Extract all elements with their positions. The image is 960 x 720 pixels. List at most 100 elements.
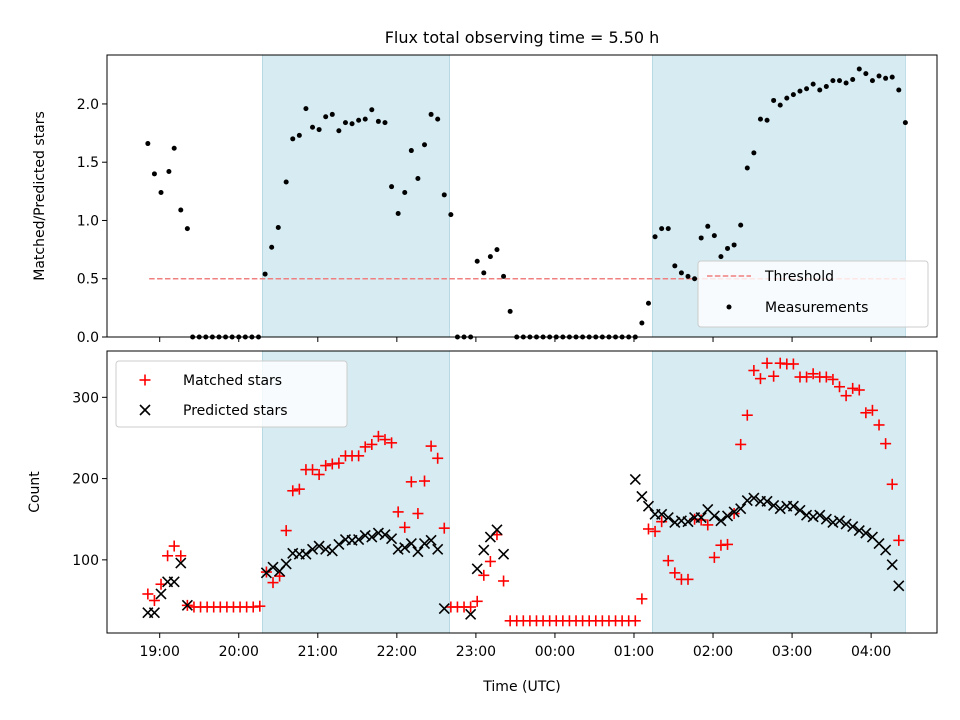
predicted-point bbox=[392, 543, 404, 555]
x-tick-label: 03:00 bbox=[772, 644, 812, 660]
top-axes-frame bbox=[106, 54, 938, 338]
measurement-point bbox=[356, 117, 362, 123]
matched-point bbox=[148, 594, 160, 606]
chart-title: Flux total observing time = 5.50 h bbox=[385, 28, 660, 47]
predicted-point bbox=[708, 510, 720, 522]
y-tick-label: 0.0 bbox=[77, 330, 99, 346]
x-stroke bbox=[715, 515, 727, 527]
measurement-point bbox=[804, 86, 810, 92]
matched-point bbox=[662, 555, 674, 567]
matched-point bbox=[175, 550, 187, 562]
y-tick-label: 0.5 bbox=[77, 272, 99, 288]
measurement-point bbox=[843, 80, 849, 86]
measurement-point bbox=[863, 71, 869, 77]
predicted-point bbox=[880, 544, 892, 556]
measurement-point bbox=[145, 141, 151, 147]
matched-point bbox=[827, 373, 839, 385]
shaded-region bbox=[262, 54, 450, 338]
x-stroke bbox=[860, 527, 872, 539]
bottom-legend-box bbox=[115, 360, 348, 428]
measurement-point bbox=[507, 308, 513, 314]
matched-point bbox=[405, 476, 417, 488]
measurement-point bbox=[902, 120, 908, 126]
matched-point bbox=[484, 555, 496, 567]
shaded-region bbox=[652, 350, 906, 634]
measurement-point bbox=[303, 106, 309, 112]
measurement-point bbox=[158, 190, 164, 196]
measurement-point bbox=[692, 276, 698, 282]
matched-point bbox=[893, 534, 905, 546]
x-stroke bbox=[787, 500, 799, 512]
x-stroke bbox=[139, 404, 151, 416]
legend-measurements-label: Measurements bbox=[765, 300, 868, 316]
measurement-point bbox=[494, 247, 500, 253]
bottom-y-axis-label: Count bbox=[27, 471, 43, 513]
measurement-point bbox=[665, 226, 671, 232]
x-stroke bbox=[386, 533, 398, 545]
x-tick-label: 19:00 bbox=[140, 644, 180, 660]
x-stroke bbox=[280, 558, 292, 570]
measurements-series bbox=[145, 66, 908, 340]
predicted-point bbox=[715, 515, 727, 527]
x-stroke bbox=[833, 515, 846, 527]
x-tick-label: 22:00 bbox=[377, 644, 417, 660]
x-stroke bbox=[735, 503, 747, 515]
measurement-point bbox=[817, 87, 823, 93]
predicted-point bbox=[860, 527, 872, 539]
matched-point bbox=[386, 437, 398, 449]
y-tick-label: 200 bbox=[72, 472, 99, 488]
bottom-legend: Matched stars Predicted stars bbox=[115, 360, 348, 428]
measurement-point bbox=[639, 320, 645, 326]
predicted-point bbox=[741, 494, 753, 507]
matched-point bbox=[359, 441, 371, 453]
matched-point bbox=[498, 575, 510, 587]
predicted-point bbox=[847, 520, 859, 533]
matched-point bbox=[853, 384, 865, 396]
x-stroke bbox=[893, 580, 905, 592]
measurement-point bbox=[474, 258, 480, 264]
bottom-y-axis-ticks: 100 200 300 bbox=[72, 390, 107, 569]
matched-point bbox=[656, 516, 668, 528]
matched-point bbox=[274, 570, 286, 582]
measurement-point bbox=[850, 76, 856, 82]
measurement-point bbox=[382, 120, 388, 126]
x-stroke bbox=[761, 495, 773, 507]
measurement-point bbox=[705, 223, 711, 229]
measurement-point bbox=[685, 273, 691, 279]
matched-point bbox=[682, 573, 694, 585]
x-stroke bbox=[840, 518, 852, 530]
matched-point bbox=[748, 365, 760, 377]
matched-point bbox=[761, 357, 773, 369]
matched-point bbox=[722, 538, 734, 550]
x-stroke bbox=[820, 513, 832, 525]
y-tick-label: 100 bbox=[72, 553, 99, 569]
matched-point bbox=[465, 601, 477, 613]
predicted-point bbox=[833, 515, 846, 527]
x-stroke bbox=[656, 508, 668, 520]
measurement-point bbox=[269, 244, 275, 250]
measurement-point bbox=[481, 270, 487, 276]
matched-point bbox=[834, 381, 846, 393]
x-stroke bbox=[768, 499, 780, 511]
predicted-point bbox=[656, 508, 668, 520]
matched-point bbox=[333, 457, 345, 469]
matched-point bbox=[267, 577, 279, 589]
matched-point bbox=[326, 458, 338, 470]
x-stroke bbox=[741, 494, 753, 507]
measurement-point bbox=[275, 224, 281, 230]
measurement-point bbox=[336, 128, 342, 134]
measurement-point bbox=[672, 263, 678, 269]
measurement-point bbox=[402, 190, 408, 196]
x-stroke bbox=[412, 546, 424, 558]
matched-point bbox=[471, 595, 483, 607]
x-stroke bbox=[636, 490, 648, 503]
x-stroke bbox=[801, 509, 813, 521]
y-tick-label: 2.0 bbox=[77, 97, 99, 113]
matched-point bbox=[432, 452, 444, 464]
measurement-point bbox=[757, 116, 763, 122]
x-tick-label: 04:00 bbox=[851, 644, 891, 660]
predicted-point bbox=[748, 492, 760, 504]
matched-point bbox=[392, 506, 404, 518]
x-stroke bbox=[873, 538, 885, 550]
matched-point bbox=[820, 371, 832, 383]
